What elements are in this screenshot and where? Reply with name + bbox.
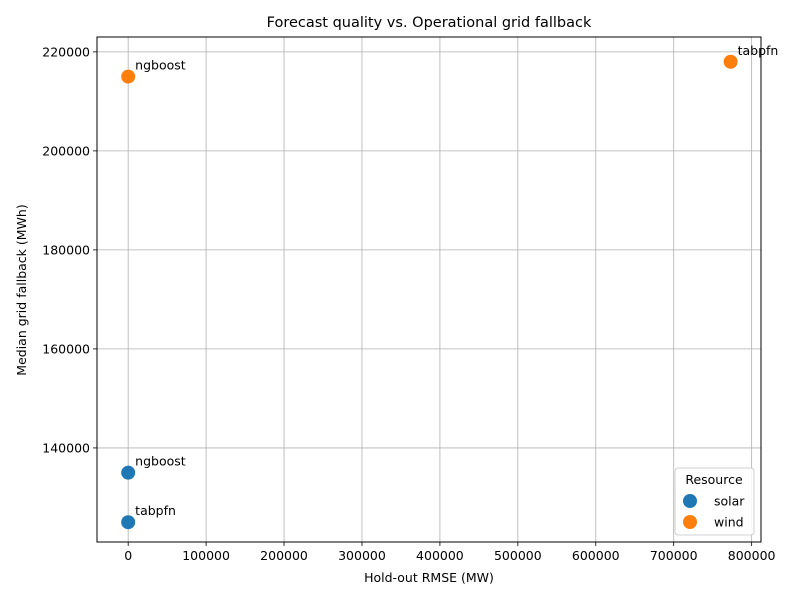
x-tick-label: 600000 — [572, 548, 620, 563]
point-label-solar-ngboost: ngboost — [135, 454, 186, 469]
point-annotations: ngboost tabpfn ngboost tabpfn — [135, 43, 778, 518]
point-label-wind-ngboost: ngboost — [135, 58, 186, 73]
x-tick-label: 700000 — [650, 548, 698, 563]
x-tick-label: 800000 — [728, 548, 776, 563]
y-tick-label: 200000 — [42, 143, 90, 158]
point-label-solar-tabpfn: tabpfn — [135, 503, 176, 518]
point-solar-ngboost — [121, 465, 136, 480]
legend-marker-solar — [683, 494, 697, 508]
x-tick-label: 100000 — [182, 548, 230, 563]
y-axis-label: Median grid fallback (MWh) — [14, 204, 29, 375]
x-axis-label: Hold-out RMSE (MW) — [364, 570, 494, 585]
legend-label-wind: wind — [714, 515, 744, 530]
point-wind-tabpfn — [723, 54, 738, 69]
data-points — [121, 54, 738, 530]
y-tick-label: 180000 — [42, 242, 90, 257]
grid-lines — [97, 37, 761, 542]
axis-ticks: 0 100000 200000 300000 400000 500000 600000 700… — [42, 44, 775, 563]
legend: Resource solar wind — [674, 467, 755, 536]
plot-frame — [96, 36, 762, 543]
y-tick-label: 220000 — [42, 44, 90, 59]
y-tick-label: 160000 — [42, 341, 90, 356]
x-tick-label: 200000 — [260, 548, 308, 563]
chart-title: Forecast quality vs. Operational grid fa… — [267, 15, 592, 31]
legend-marker-wind — [683, 515, 697, 529]
legend-title: Resource — [685, 472, 743, 487]
x-tick-label: 400000 — [416, 548, 464, 563]
x-tick-label: 300000 — [338, 548, 386, 563]
x-tick-label: 500000 — [494, 548, 542, 563]
x-tick-label: 0 — [124, 548, 132, 563]
point-solar-tabpfn — [121, 515, 136, 530]
legend-label-solar: solar — [714, 494, 745, 509]
point-wind-ngboost — [121, 69, 136, 84]
y-tick-label: 140000 — [42, 440, 90, 455]
point-label-wind-tabpfn: tabpfn — [738, 43, 779, 58]
